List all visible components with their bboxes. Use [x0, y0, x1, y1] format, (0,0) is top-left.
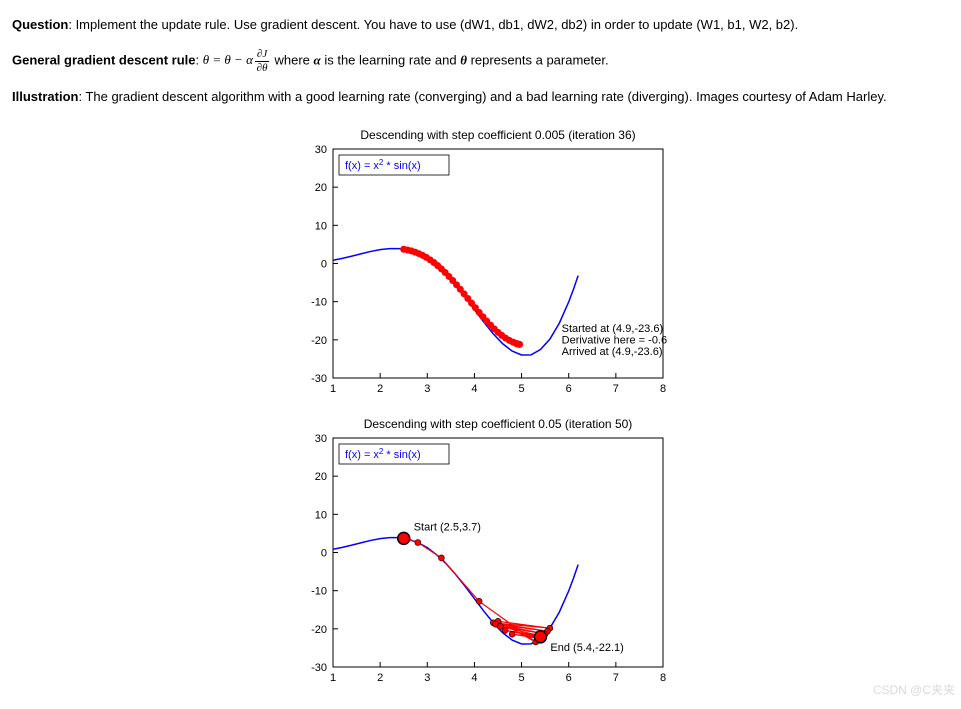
svg-text:-20: -20 — [311, 624, 327, 636]
svg-text:5: 5 — [519, 672, 525, 684]
svg-text:0: 0 — [321, 547, 327, 559]
svg-text:Start (2.5,3.7): Start (2.5,3.7) — [414, 521, 481, 533]
question-label: Question — [12, 17, 68, 32]
svg-text:0: 0 — [321, 258, 327, 270]
svg-text:7: 7 — [613, 383, 619, 395]
svg-text:2: 2 — [377, 383, 383, 395]
charts-container: Descending with step coefficient 0.005 (… — [12, 121, 949, 695]
svg-text:4: 4 — [471, 672, 477, 684]
svg-text:Started at (4.9,-23.6): Started at (4.9,-23.6) — [562, 323, 664, 335]
svg-text:1: 1 — [330, 383, 336, 395]
svg-text:20: 20 — [315, 471, 327, 483]
chart-diverging: Descending with step coefficient 0.05 (i… — [288, 410, 673, 695]
svg-text:f(x) = x2 * sin(x): f(x) = x2 * sin(x) — [345, 446, 421, 461]
svg-text:-30: -30 — [311, 373, 327, 385]
svg-text:-10: -10 — [311, 296, 327, 308]
svg-text:3: 3 — [424, 672, 430, 684]
svg-text:Derivative here = -0.6: Derivative here = -0.6 — [562, 334, 667, 346]
svg-text:10: 10 — [315, 220, 327, 232]
svg-text:7: 7 — [613, 672, 619, 684]
formula: θ = θ − α∂J∂θ — [203, 52, 275, 67]
svg-text:1: 1 — [330, 672, 336, 684]
question-paragraph: Question: Implement the update rule. Use… — [12, 16, 949, 35]
svg-text:8: 8 — [660, 672, 666, 684]
svg-text:Descending with step coefficie: Descending with step coefficient 0.05 (i… — [364, 417, 633, 431]
svg-text:6: 6 — [566, 672, 572, 684]
svg-text:Arrived at (4.9,-23.6): Arrived at (4.9,-23.6) — [562, 346, 663, 358]
svg-text:-10: -10 — [311, 585, 327, 597]
fraction: ∂J∂θ — [255, 49, 269, 74]
illustration-paragraph: Illustration: The gradient descent algor… — [12, 88, 949, 107]
svg-text:8: 8 — [660, 383, 666, 395]
svg-text:5: 5 — [519, 383, 525, 395]
question-body: : Implement the update rule. Use gradien… — [68, 17, 798, 32]
rule-label: General gradient descent rule — [12, 52, 196, 67]
svg-text:End (5.4,-22.1): End (5.4,-22.1) — [550, 642, 623, 654]
svg-text:-20: -20 — [311, 335, 327, 347]
svg-text:30: 30 — [315, 144, 327, 156]
illustration-body: : The gradient descent algorithm with a … — [78, 89, 886, 104]
svg-text:3: 3 — [424, 383, 430, 395]
svg-text:Descending with step coefficie: Descending with step coefficient 0.005 (… — [360, 128, 635, 142]
rule-paragraph: General gradient descent rule: θ = θ − α… — [12, 49, 949, 74]
svg-text:30: 30 — [315, 433, 327, 445]
svg-text:20: 20 — [315, 182, 327, 194]
svg-text:f(x) = x2 * sin(x): f(x) = x2 * sin(x) — [345, 157, 421, 172]
svg-text:2: 2 — [377, 672, 383, 684]
svg-text:4: 4 — [471, 383, 477, 395]
svg-text:10: 10 — [315, 509, 327, 521]
svg-text:-30: -30 — [311, 662, 327, 674]
illustration-label: Illustration — [12, 89, 78, 104]
chart-converging: Descending with step coefficient 0.005 (… — [288, 121, 673, 406]
svg-text:6: 6 — [566, 383, 572, 395]
